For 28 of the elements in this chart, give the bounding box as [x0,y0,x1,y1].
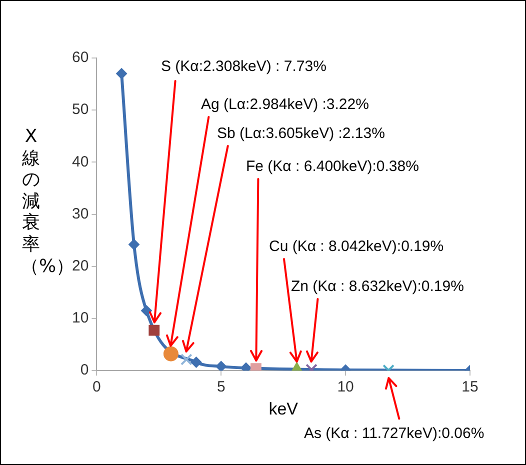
annotation: Zn (Kα : 8.632keV):0.19% [291,278,464,295]
y-tick-label: 40 [72,153,89,170]
point [240,362,252,371]
y-tick-label: 20 [72,258,89,275]
y-tick-label: 0 [80,362,89,379]
x-axis-title: keV [268,399,299,418]
y-tick-label: 60 [72,49,89,66]
y-tick-label: 10 [72,310,89,327]
point [128,239,140,250]
y-tick-label: 30 [72,205,89,222]
x-tick-label: 10 [337,378,354,396]
y-tick-label: 50 [72,101,89,118]
point [163,346,178,362]
point [140,305,152,316]
point [148,324,160,336]
x-tick-label: 0 [92,378,101,396]
annotation: Sb (Lα:3.605keV) :2.13% [217,125,385,142]
point [116,68,128,80]
point [216,360,227,371]
annotation: Ag (Lα:2.984keV) :3.22% [201,96,369,113]
annotation: Cu (Kα : 8.042keV):0.19% [269,238,444,255]
annotation: Fe (Kα : 6.400keV):0.38% [246,158,419,175]
annotation: As (Kα : 11.727keV):0.06% [304,425,484,442]
x-tick-label: 15 [462,378,478,396]
x-tick-label: 5 [216,378,226,396]
annotation: S (Kα:2.308keV) : 7.73% [161,58,326,75]
point [180,354,192,366]
point [190,356,202,368]
